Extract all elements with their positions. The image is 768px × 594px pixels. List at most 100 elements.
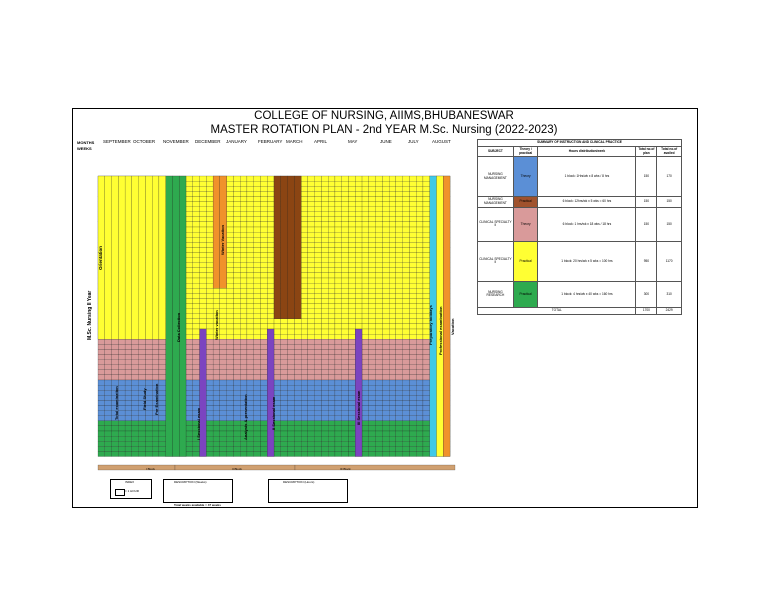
grid-cell: [334, 196, 342, 202]
grid-cell: [348, 410, 356, 416]
grid-cell: [267, 237, 275, 243]
grid-cell: [253, 385, 261, 391]
grid-cell: [226, 395, 234, 401]
grid-cell: [145, 379, 153, 386]
grid-cell: [395, 201, 403, 207]
grid-cell: [334, 226, 342, 233]
grid-cell: [334, 267, 342, 273]
grid-cell: [422, 359, 430, 365]
grid-cell: [185, 277, 193, 284]
grid-cell: [226, 191, 234, 197]
grid-cell: [416, 410, 424, 416]
grid-cell: [97, 395, 105, 401]
grid-cell: [294, 369, 302, 375]
grid-cell: [416, 175, 424, 182]
grid-cell: [301, 390, 308, 396]
grid-cell: [192, 308, 200, 314]
grid-cell: [124, 451, 132, 457]
grid-cell: [334, 313, 342, 319]
grid-cell: [267, 308, 275, 314]
grid-cell: [233, 430, 241, 437]
grid-cell: [226, 359, 234, 365]
grid-cell: [314, 237, 322, 243]
grid-cell: [368, 420, 376, 426]
grid-cell: [185, 175, 193, 182]
grid-cell: [273, 430, 281, 437]
grid-cell: [321, 288, 329, 294]
grid-cell: [240, 252, 248, 258]
grid-cell: [124, 441, 132, 447]
grid-cell: [233, 446, 241, 452]
grid-cell: [368, 257, 376, 263]
grid-cell: [422, 436, 430, 442]
grid-cell: [118, 446, 126, 452]
grid-cell: [233, 405, 241, 411]
grid-cell: [355, 257, 363, 263]
grid-cell: [375, 339, 383, 345]
grid-cell: [253, 191, 261, 197]
grid-cell: [267, 303, 275, 309]
grid-cell: [260, 446, 268, 452]
grid-cell: [206, 395, 214, 401]
grid-cell: [416, 349, 424, 355]
grid-cell: [389, 211, 396, 217]
grid-cell: [206, 379, 214, 386]
grid-cell: [368, 354, 376, 360]
grid-cell: [382, 313, 390, 319]
grid-cell: [314, 390, 322, 396]
grid-cell: [334, 441, 342, 447]
grid-cell: [104, 369, 112, 375]
grid-cell: [341, 298, 349, 304]
grid-cell: [422, 415, 430, 421]
grid-cell: [219, 308, 227, 314]
grid-cell: [368, 313, 376, 319]
grid-cell: [334, 334, 342, 340]
grid-cell: [348, 405, 356, 411]
grid-cell: [402, 216, 410, 223]
grid-cell: [267, 283, 275, 289]
grid-cell: [334, 211, 342, 217]
grid-cell: [355, 262, 363, 268]
grid-cell: [294, 425, 302, 432]
grid-cell: [301, 410, 308, 416]
grid-cell: [321, 451, 329, 457]
grid-cell: [219, 446, 227, 452]
grid-cell: [389, 354, 396, 360]
grid-cell: [206, 211, 214, 217]
grid-cell: [409, 374, 417, 381]
grid-cell: [206, 323, 214, 330]
grid-cell: [294, 349, 302, 355]
grid-cell: [253, 364, 261, 370]
grid-cell: [226, 328, 234, 335]
grid-cell: [389, 359, 396, 365]
grid-cell: [307, 420, 315, 426]
grid-cell: [301, 221, 308, 228]
grid-cell: [348, 196, 356, 202]
grid-cell: [334, 374, 342, 381]
grid-cell: [389, 186, 396, 192]
grid-cell: [375, 211, 383, 217]
grid-cell: [212, 400, 220, 406]
grid-cell: [368, 430, 376, 437]
grid-cell: [321, 196, 329, 202]
grid-cell: [389, 257, 396, 263]
grid-cell: [382, 415, 390, 421]
grid-cell: [307, 252, 315, 258]
grid-cell: [307, 318, 315, 324]
grid-cell: [219, 344, 227, 350]
grid-cell: [226, 436, 234, 442]
grid-cell: [395, 400, 403, 406]
grid-cell: [382, 242, 390, 248]
grid-cell: [314, 344, 322, 350]
grid-cell: [361, 252, 369, 258]
grid-cell: [246, 339, 254, 345]
grid-cell: [199, 191, 207, 197]
grid-cell: [348, 201, 356, 207]
grid-cell: [314, 354, 322, 360]
grid-cell: [233, 293, 241, 299]
month-january: JANUARY: [226, 139, 247, 144]
grid-cell: [124, 400, 132, 406]
grid-cell: [361, 293, 369, 299]
grid-cell: [321, 395, 329, 401]
grid-cell: [267, 232, 275, 238]
